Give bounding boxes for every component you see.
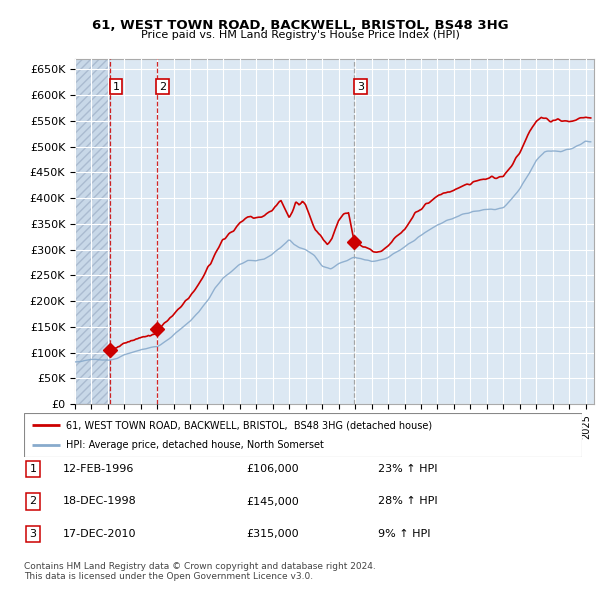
Text: £106,000: £106,000 xyxy=(246,464,299,474)
Text: 61, WEST TOWN ROAD, BACKWELL, BRISTOL,  BS48 3HG (detached house): 61, WEST TOWN ROAD, BACKWELL, BRISTOL, B… xyxy=(66,421,432,430)
Text: 1: 1 xyxy=(112,81,119,91)
Text: £315,000: £315,000 xyxy=(246,529,299,539)
Text: 18-DEC-1998: 18-DEC-1998 xyxy=(63,497,137,506)
Text: This data is licensed under the Open Government Licence v3.0.: This data is licensed under the Open Gov… xyxy=(24,572,313,581)
Text: 12-FEB-1996: 12-FEB-1996 xyxy=(63,464,134,474)
Text: 17-DEC-2010: 17-DEC-2010 xyxy=(63,529,137,539)
Text: 28% ↑ HPI: 28% ↑ HPI xyxy=(378,497,437,506)
Text: 3: 3 xyxy=(29,529,37,539)
Text: 1: 1 xyxy=(29,464,37,474)
Text: Contains HM Land Registry data © Crown copyright and database right 2024.: Contains HM Land Registry data © Crown c… xyxy=(24,562,376,571)
Text: 3: 3 xyxy=(357,81,364,91)
Text: Price paid vs. HM Land Registry's House Price Index (HPI): Price paid vs. HM Land Registry's House … xyxy=(140,30,460,40)
Text: 23% ↑ HPI: 23% ↑ HPI xyxy=(378,464,437,474)
Bar xyxy=(75,59,110,404)
Text: £145,000: £145,000 xyxy=(246,497,299,506)
Text: HPI: Average price, detached house, North Somerset: HPI: Average price, detached house, Nort… xyxy=(66,440,324,450)
Text: 2: 2 xyxy=(29,497,37,506)
Text: 9% ↑ HPI: 9% ↑ HPI xyxy=(378,529,431,539)
Text: 2: 2 xyxy=(159,81,166,91)
Text: 61, WEST TOWN ROAD, BACKWELL, BRISTOL, BS48 3HG: 61, WEST TOWN ROAD, BACKWELL, BRISTOL, B… xyxy=(92,19,508,32)
Bar xyxy=(75,59,110,404)
